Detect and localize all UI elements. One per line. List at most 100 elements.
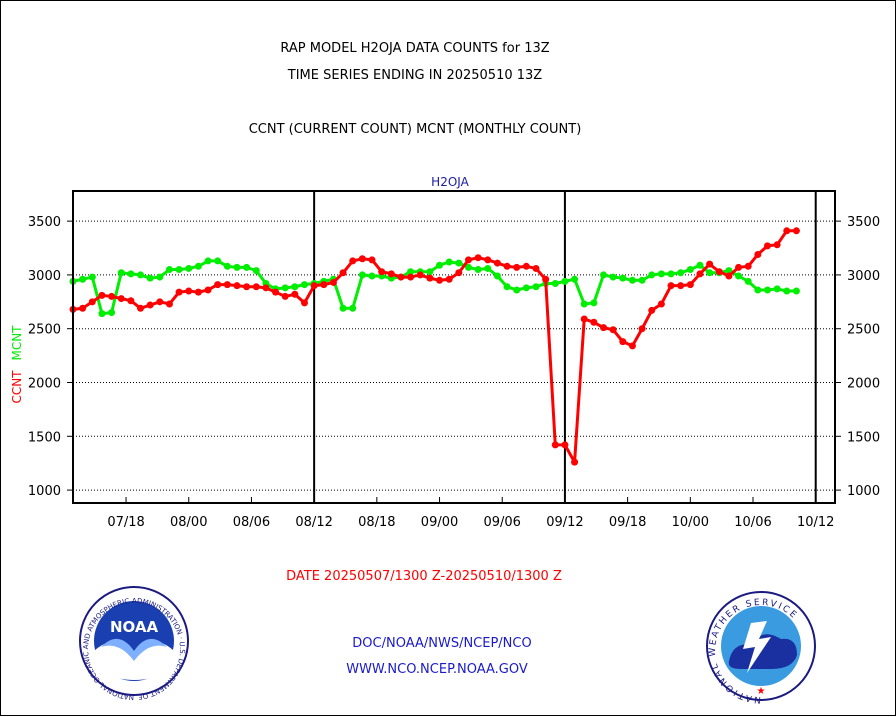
data-point xyxy=(98,291,106,299)
data-point xyxy=(706,269,714,277)
data-point xyxy=(561,441,569,449)
data-point xyxy=(609,326,617,334)
data-point xyxy=(628,342,636,350)
data-point xyxy=(725,272,733,280)
data-point xyxy=(329,278,337,286)
ylabel-ccnt: CCNT xyxy=(10,370,24,404)
data-point xyxy=(127,270,135,278)
data-point xyxy=(783,287,791,295)
data-point xyxy=(474,266,482,274)
data-point xyxy=(600,324,608,332)
data-point xyxy=(108,309,116,317)
data-point xyxy=(368,256,376,264)
data-point xyxy=(339,304,347,312)
data-point xyxy=(455,269,463,277)
data-point xyxy=(657,300,665,308)
data-point xyxy=(725,267,733,275)
data-point xyxy=(445,275,453,283)
data-point xyxy=(243,283,251,291)
data-point xyxy=(407,273,415,281)
x-tick-label: 08/18 xyxy=(358,515,395,530)
data-point xyxy=(464,256,472,264)
data-point xyxy=(175,266,183,274)
data-point xyxy=(165,300,173,308)
data-point xyxy=(474,254,482,262)
data-point xyxy=(648,271,656,279)
y-tick-label-left: 1500 xyxy=(28,430,61,445)
data-point xyxy=(763,286,771,294)
y-tick-label-right: 1500 xyxy=(847,430,880,445)
series-line-mcnt xyxy=(72,259,797,316)
data-point xyxy=(522,284,530,292)
data-point xyxy=(522,262,530,270)
data-point xyxy=(79,304,87,312)
data-point xyxy=(204,286,212,294)
data-point xyxy=(252,283,260,291)
data-point xyxy=(696,261,704,269)
data-point xyxy=(715,268,723,276)
ylabel-mcnt: MCNT xyxy=(10,325,24,361)
data-point xyxy=(600,271,608,279)
data-point xyxy=(349,304,357,312)
data-point xyxy=(773,241,781,249)
date-range: DATE 20250507/1300 Z-20250510/1300 Z xyxy=(286,569,562,584)
data-point xyxy=(763,242,771,250)
data-point xyxy=(146,274,154,282)
data-point xyxy=(204,257,212,265)
y-tick-label-right: 1000 xyxy=(847,484,880,499)
data-point xyxy=(387,270,395,278)
x-tick-label: 08/12 xyxy=(295,515,332,530)
data-point xyxy=(233,282,241,290)
y-tick-label-right: 3500 xyxy=(847,215,880,230)
series-mcnt xyxy=(69,257,800,318)
data-point xyxy=(156,273,164,281)
y-tick-label-right: 2500 xyxy=(847,323,880,338)
data-point xyxy=(262,284,270,292)
y-ticks-right: 1000 1500 2000 2500 3000 3500 xyxy=(835,215,880,499)
data-point xyxy=(677,282,685,290)
x-tick-label: 09/18 xyxy=(609,515,646,530)
data-point xyxy=(194,262,202,270)
website-link[interactable]: WWW.NCO.NCEP.NOAA.GOV xyxy=(346,662,528,677)
data-point xyxy=(532,264,540,272)
data-point xyxy=(117,295,125,303)
y-tick-label-left: 2000 xyxy=(28,377,61,392)
data-point xyxy=(233,263,241,271)
data-point xyxy=(686,266,694,274)
data-point xyxy=(628,276,636,284)
data-point xyxy=(792,287,800,295)
chart-title-line1: RAP MODEL H2OJA DATA COUNTS for 13Z xyxy=(280,41,549,56)
plot-frame xyxy=(72,190,836,504)
data-point xyxy=(571,275,579,283)
data-point xyxy=(619,338,627,346)
data-point xyxy=(542,275,550,283)
data-point xyxy=(513,286,521,294)
data-point xyxy=(426,268,434,276)
data-point xyxy=(252,267,260,275)
y-tick-label-right: 2000 xyxy=(847,377,880,392)
data-point xyxy=(88,298,96,306)
series-line-ccnt xyxy=(72,229,797,464)
data-point xyxy=(300,299,308,307)
data-point xyxy=(551,441,559,449)
y-tick-label-right: 3000 xyxy=(847,269,880,284)
data-point xyxy=(368,272,376,280)
x-tick-label: 09/12 xyxy=(546,515,583,530)
data-point xyxy=(493,259,501,267)
nws-logo: NATIONAL WEATHER SERVICE ★ xyxy=(706,591,816,704)
data-point xyxy=(320,281,328,289)
data-point xyxy=(185,264,193,272)
data-point xyxy=(281,292,289,300)
data-point xyxy=(532,283,540,291)
data-point xyxy=(378,268,386,276)
data-point xyxy=(792,227,800,235)
data-point xyxy=(185,287,193,295)
data-point xyxy=(426,274,434,282)
data-point xyxy=(300,281,308,289)
data-point xyxy=(754,250,762,258)
nws-star-icon: ★ xyxy=(757,686,766,697)
data-point xyxy=(165,266,173,274)
x-tick-label: 10/00 xyxy=(672,515,709,530)
data-point xyxy=(358,271,366,279)
data-point xyxy=(79,275,87,283)
